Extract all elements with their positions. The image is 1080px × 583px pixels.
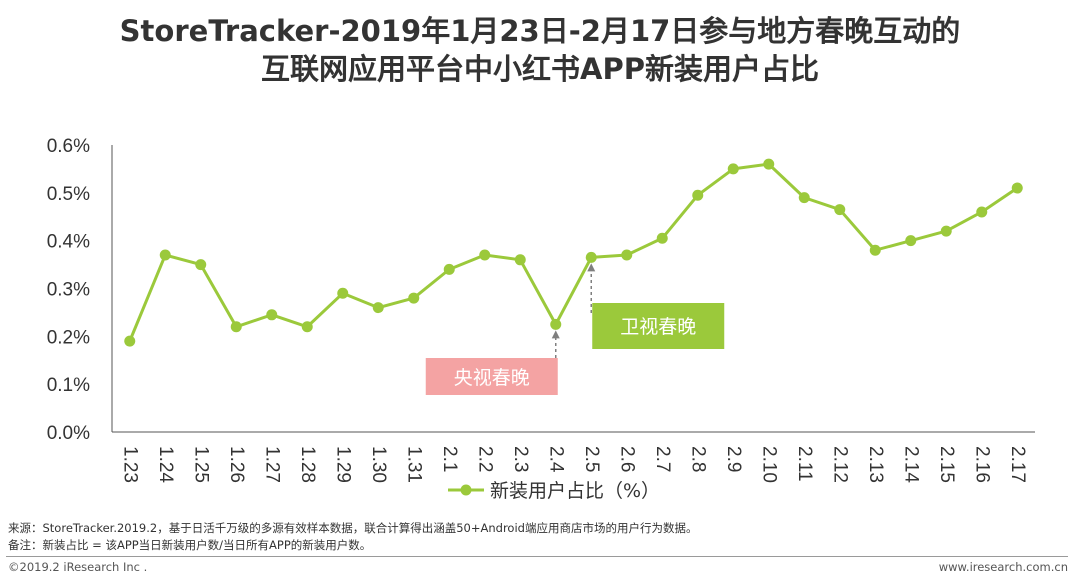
y-tick-label: 0.4% — [47, 232, 90, 253]
x-tick-label: 1.30 — [368, 446, 389, 483]
data-point — [940, 225, 952, 237]
x-tick-label: 2.13 — [865, 446, 886, 483]
x-tick-label: 2.15 — [936, 446, 957, 483]
y-tick-label: 0.2% — [47, 327, 90, 348]
data-point — [479, 249, 491, 261]
data-point — [1011, 182, 1023, 194]
data-point — [905, 235, 917, 247]
data-point — [159, 249, 171, 261]
annotation-box-satellite — [592, 303, 725, 349]
series-line — [128, 162, 1019, 342]
x-tick-label: 1.27 — [261, 446, 282, 483]
data-point — [337, 287, 349, 299]
x-tick-label: 2.1 — [439, 446, 460, 472]
line-chart: 0.0% 0.1% 0.2% 0.3% 0.4% 0.5% 0.6% 1.23 1.24 1.25… — [47, 136, 1035, 502]
x-tick-label: 2.8 — [687, 446, 708, 472]
x-tick-label: 1.31 — [403, 446, 424, 483]
legend-marker — [460, 484, 472, 496]
data-point — [798, 192, 810, 204]
x-tick-label: 1.25 — [190, 446, 211, 483]
data-point — [230, 321, 242, 333]
x-tick-label: 2.3 — [510, 446, 531, 472]
y-tick-label: 0.3% — [47, 280, 90, 301]
x-tick-label: 1.28 — [297, 446, 318, 483]
annotation-label-cctv: 央视春晚 — [454, 367, 530, 389]
x-tick-label: 2.12 — [829, 446, 850, 483]
source-note: 来源：StoreTracker.2019.2，基于日活千万级的多源有效样本数据，… — [8, 521, 698, 535]
x-tick-label: 1.23 — [119, 446, 140, 483]
x-tick-label: 2.14 — [900, 446, 921, 483]
chart-title-line2: 互联网应用平台中小红书APP新装用户占比 — [261, 52, 819, 86]
x-tick-label: 1.29 — [332, 446, 353, 483]
x-tick-label: 2.2 — [474, 446, 495, 472]
data-point — [585, 251, 597, 263]
x-tick-label: 1.26 — [226, 446, 247, 483]
x-tick-label: 2.17 — [1007, 446, 1028, 483]
data-point — [727, 163, 739, 175]
data-point — [692, 189, 704, 201]
chart-title-line1: StoreTracker-2019年1月23日-2月17日参与地方春晚互动的 — [119, 14, 961, 48]
x-tick-label: 2.6 — [616, 446, 637, 472]
data-point — [195, 259, 207, 271]
x-tick-label: 2.11 — [794, 446, 815, 482]
y-tick-label: 0.6% — [47, 136, 90, 157]
x-tick-label: 1.24 — [155, 446, 176, 483]
legend-label: 新装用户占比（%） — [490, 480, 660, 502]
data-point — [124, 335, 136, 347]
y-tick-label: 0.1% — [47, 375, 90, 396]
x-tick-label: 2.9 — [723, 446, 744, 472]
y-tick-label: 0.5% — [47, 184, 90, 205]
y-tick-label: 0.0% — [47, 423, 90, 444]
copyright: ©2019.2 iResearch Inc . — [8, 560, 148, 574]
x-tick-label: 2.16 — [971, 446, 992, 483]
data-point — [514, 254, 526, 266]
data-point — [976, 206, 988, 218]
annotation-arrow-head — [587, 263, 596, 272]
data-point — [372, 302, 384, 314]
data-point — [301, 321, 313, 333]
annotation-label-satellite: 卫视春晚 — [620, 316, 696, 338]
data-point — [763, 158, 775, 170]
data-point — [408, 292, 420, 304]
data-point — [621, 249, 633, 261]
data-point — [656, 232, 668, 244]
annotation-arrow-head — [551, 330, 560, 339]
data-point — [550, 318, 562, 330]
data-point — [266, 309, 278, 321]
remark-note: 备注：新装占比 = 该APP当日新装用户数/当日所有APP的新装用户数。 — [8, 538, 372, 552]
website: www.iresearch.com.cn — [938, 560, 1068, 574]
x-tick-label: 2.10 — [758, 446, 779, 483]
annotation-box-cctv — [425, 358, 558, 395]
data-point — [834, 204, 846, 216]
x-tick-label: 2.4 — [545, 446, 566, 473]
footer-divider — [6, 556, 1068, 557]
data-point — [869, 244, 881, 256]
data-point — [443, 263, 455, 275]
x-tick-label: 2.7 — [652, 446, 673, 472]
x-tick-label: 2.5 — [581, 446, 602, 472]
